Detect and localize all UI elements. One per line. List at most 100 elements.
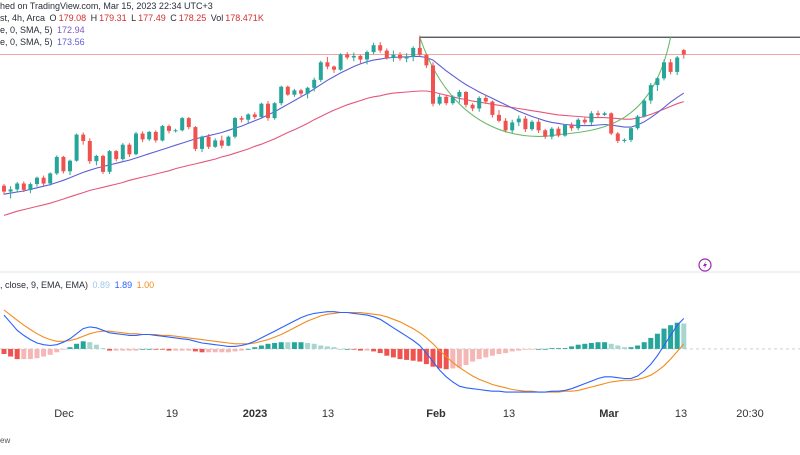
candle[interactable] (239, 118, 244, 120)
candle[interactable] (523, 118, 528, 130)
candle[interactable] (431, 65, 435, 104)
candle[interactable] (140, 133, 145, 140)
macd-line[interactable] (3, 311, 685, 393)
candle[interactable] (629, 128, 633, 140)
candle[interactable] (272, 103, 277, 119)
candle[interactable] (668, 62, 673, 72)
candle[interactable] (160, 126, 165, 141)
candle[interactable] (510, 122, 515, 131)
candle[interactable] (576, 119, 581, 129)
candle[interactable] (81, 134, 86, 141)
candle[interactable] (134, 133, 138, 155)
candle[interactable] (101, 155, 105, 172)
candle[interactable] (642, 100, 647, 117)
candle[interactable] (404, 56, 409, 59)
candle[interactable] (15, 183, 20, 190)
candle[interactable] (490, 101, 495, 115)
candle[interactable] (675, 57, 680, 72)
candle[interactable] (681, 50, 686, 55)
candle[interactable] (252, 114, 257, 118)
candle[interactable] (153, 131, 158, 141)
candle[interactable] (279, 86, 284, 104)
candle[interactable] (411, 47, 416, 57)
candle[interactable] (8, 189, 13, 192)
candle[interactable] (233, 118, 237, 137)
candle[interactable] (655, 78, 660, 86)
candle[interactable] (41, 177, 46, 184)
candle[interactable] (589, 113, 594, 123)
candle[interactable] (173, 130, 178, 132)
candle[interactable] (28, 184, 33, 190)
candle[interactable] (35, 177, 39, 185)
candle[interactable] (497, 114, 501, 121)
candle[interactable] (285, 86, 290, 95)
candle[interactable] (345, 54, 350, 58)
candle[interactable] (2, 185, 6, 192)
candle[interactable] (186, 118, 191, 128)
ma2-line[interactable] (3, 55, 685, 195)
candle[interactable] (87, 141, 92, 162)
candle[interactable] (635, 116, 640, 129)
candle[interactable] (147, 131, 152, 140)
candle[interactable] (48, 173, 53, 184)
candle[interactable] (266, 103, 270, 119)
candle[interactable] (457, 92, 462, 97)
candle[interactable] (21, 183, 26, 190)
candle[interactable] (292, 90, 297, 95)
candle[interactable] (226, 136, 231, 146)
candle[interactable] (167, 126, 171, 131)
candle[interactable] (318, 62, 323, 80)
candle[interactable] (114, 151, 119, 160)
candle[interactable] (464, 92, 468, 105)
candle[interactable] (536, 121, 541, 131)
candle[interactable] (246, 114, 251, 120)
macd-legend[interactable]: , close, 9, EMA, EMA) 0.89 1.89 1.00 (0, 280, 156, 290)
candle[interactable] (365, 52, 369, 60)
candle[interactable] (206, 136, 211, 147)
candle[interactable] (378, 45, 383, 51)
candle[interactable] (609, 113, 614, 134)
candle[interactable] (371, 45, 376, 53)
candle[interactable] (305, 87, 310, 94)
candle[interactable] (332, 66, 336, 70)
candle[interactable] (391, 54, 396, 58)
candle[interactable] (94, 155, 99, 162)
candle[interactable] (299, 90, 303, 94)
candle[interactable] (219, 140, 224, 146)
candle[interactable] (662, 62, 666, 79)
candle[interactable] (54, 156, 59, 174)
candle[interactable] (556, 128, 561, 136)
candle[interactable] (516, 118, 521, 123)
ma2-legend[interactable]: e, 0, SMA, 5) 173.56 (0, 37, 87, 47)
candle[interactable] (193, 127, 198, 149)
candle[interactable] (582, 119, 587, 123)
candle[interactable] (213, 140, 218, 147)
candle[interactable] (444, 96, 449, 104)
macd-signal-line[interactable] (3, 309, 685, 393)
candle[interactable] (107, 151, 112, 172)
candle[interactable] (61, 156, 66, 172)
candle[interactable] (530, 121, 534, 130)
candle[interactable] (549, 128, 554, 137)
candle[interactable] (543, 130, 548, 137)
candle[interactable] (74, 134, 79, 161)
candle[interactable] (615, 133, 620, 141)
candle[interactable] (602, 113, 607, 115)
candle[interactable] (180, 118, 185, 131)
candle[interactable] (648, 85, 653, 101)
candle[interactable] (596, 113, 600, 115)
candle[interactable] (120, 144, 125, 160)
candle[interactable] (68, 160, 72, 172)
candle[interactable] (477, 97, 482, 109)
candle[interactable] (351, 55, 356, 58)
candle[interactable] (127, 144, 132, 155)
candle[interactable] (200, 136, 204, 149)
candle[interactable] (312, 79, 317, 88)
candle[interactable] (569, 125, 574, 129)
candle[interactable] (338, 54, 343, 70)
candle[interactable] (398, 54, 402, 59)
candle[interactable] (470, 104, 475, 109)
candle[interactable] (417, 47, 422, 55)
